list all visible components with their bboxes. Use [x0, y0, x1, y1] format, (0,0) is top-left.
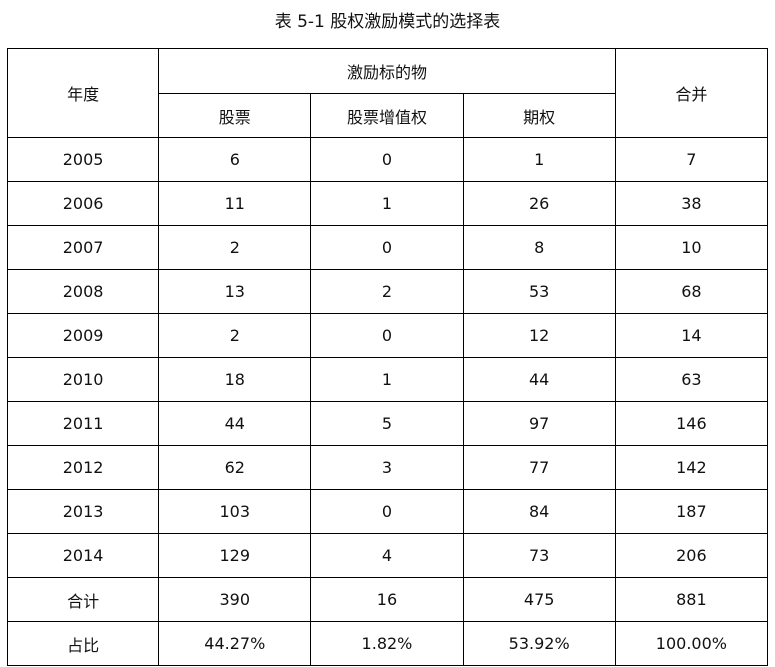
header-subrow: 股票 股票增值权 期权 — [8, 93, 768, 138]
cell-year: 2014 — [6, 533, 160, 578]
cell-option: 8 — [462, 225, 616, 270]
cell-stock: 103 — [158, 489, 312, 534]
table-row: 2014 129 4 73 206 — [6, 533, 769, 578]
cell-year: 2010 — [6, 357, 160, 402]
cell-sar: 0 — [310, 225, 464, 270]
cell-total: 187 — [614, 489, 769, 534]
cell-option: 84 — [462, 489, 616, 534]
cell-total: 14 — [614, 313, 769, 358]
header-row: 年度 激励标的物 合并 — [6, 48, 769, 138]
cell-stock: 129 — [158, 533, 312, 578]
header-incentive-target: 激励标的物 — [158, 48, 616, 94]
cell-total: 7 — [614, 137, 769, 182]
cell-total: 881 — [614, 577, 769, 622]
cell-option: 77 — [462, 445, 616, 490]
cell-option: 97 — [462, 401, 616, 446]
cell-total: 63 — [614, 357, 769, 402]
cell-total: 206 — [614, 533, 769, 578]
cell-stock: 6 — [158, 137, 312, 182]
header-total: 合并 — [614, 48, 769, 138]
cell-sar: 1 — [310, 181, 464, 226]
cell-total: 38 — [614, 181, 769, 226]
header-sar: 股票增值权 — [310, 93, 464, 138]
cell-year: 2008 — [6, 269, 160, 314]
table-row: 2010 18 1 44 63 — [6, 357, 769, 402]
cell-sar: 0 — [310, 313, 464, 358]
cell-stock: 390 — [158, 577, 312, 622]
cell-option: 44 — [462, 357, 616, 402]
cell-option: 53 — [462, 269, 616, 314]
table-title: 表 5-1 股权激励模式的选择表 — [274, 12, 501, 32]
cell-total: 100.00% — [614, 621, 769, 666]
cell-total: 146 — [614, 401, 769, 446]
cell-year: 占比 — [6, 621, 160, 666]
table-row: 2007 2 0 8 10 — [6, 225, 769, 270]
cell-stock: 44.27% — [158, 621, 312, 666]
cell-year: 2013 — [6, 489, 160, 534]
header-year: 年度 — [6, 48, 160, 138]
cell-sar: 1 — [310, 357, 464, 402]
cell-stock: 18 — [158, 357, 312, 402]
cell-stock: 62 — [158, 445, 312, 490]
cell-total: 10 — [614, 225, 769, 270]
cell-sar: 4 — [310, 533, 464, 578]
cell-sar: 1.82% — [310, 621, 464, 666]
cell-stock: 2 — [158, 225, 312, 270]
cell-year: 2012 — [6, 445, 160, 490]
table-row: 合计 390 16 475 881 — [6, 577, 769, 622]
cell-option: 12 — [462, 313, 616, 358]
cell-year: 2009 — [6, 313, 160, 358]
table-row: 2011 44 5 97 146 — [6, 401, 769, 446]
cell-option: 53.92% — [462, 621, 616, 666]
cell-total: 68 — [614, 269, 769, 314]
cell-year: 合计 — [6, 577, 160, 622]
cell-year: 2005 — [6, 137, 160, 182]
table-row: 占比 44.27% 1.82% 53.92% 100.00% — [6, 621, 769, 666]
table-row: 2005 6 0 1 7 — [6, 137, 769, 182]
table-row: 2008 13 2 53 68 — [6, 269, 769, 314]
cell-total: 142 — [614, 445, 769, 490]
incentive-mode-table: 年度 激励标的物 合并 股票 股票增值权 期权 2005 6 0 1 7 2006 11 1 2… — [6, 48, 769, 666]
header-option: 期权 — [462, 93, 616, 138]
cell-option: 73 — [462, 533, 616, 578]
cell-year: 2011 — [6, 401, 160, 446]
cell-stock: 2 — [158, 313, 312, 358]
table-row: 2013 103 0 84 187 — [6, 489, 769, 534]
cell-sar: 0 — [310, 489, 464, 534]
cell-sar: 16 — [310, 577, 464, 622]
cell-sar: 0 — [310, 137, 464, 182]
cell-stock: 11 — [158, 181, 312, 226]
cell-stock: 44 — [158, 401, 312, 446]
cell-year: 2006 — [6, 181, 160, 226]
cell-sar: 5 — [310, 401, 464, 446]
table-row: 2006 11 1 26 38 — [6, 181, 769, 226]
cell-stock: 13 — [158, 269, 312, 314]
table-row: 2012 62 3 77 142 — [6, 445, 769, 490]
table-row: 2009 2 0 12 14 — [6, 313, 769, 358]
cell-sar: 2 — [310, 269, 464, 314]
cell-sar: 3 — [310, 445, 464, 490]
cell-option: 1 — [462, 137, 616, 182]
header-stock: 股票 — [158, 93, 312, 138]
cell-option: 26 — [462, 181, 616, 226]
cell-year: 2007 — [6, 225, 160, 270]
cell-option: 475 — [462, 577, 616, 622]
